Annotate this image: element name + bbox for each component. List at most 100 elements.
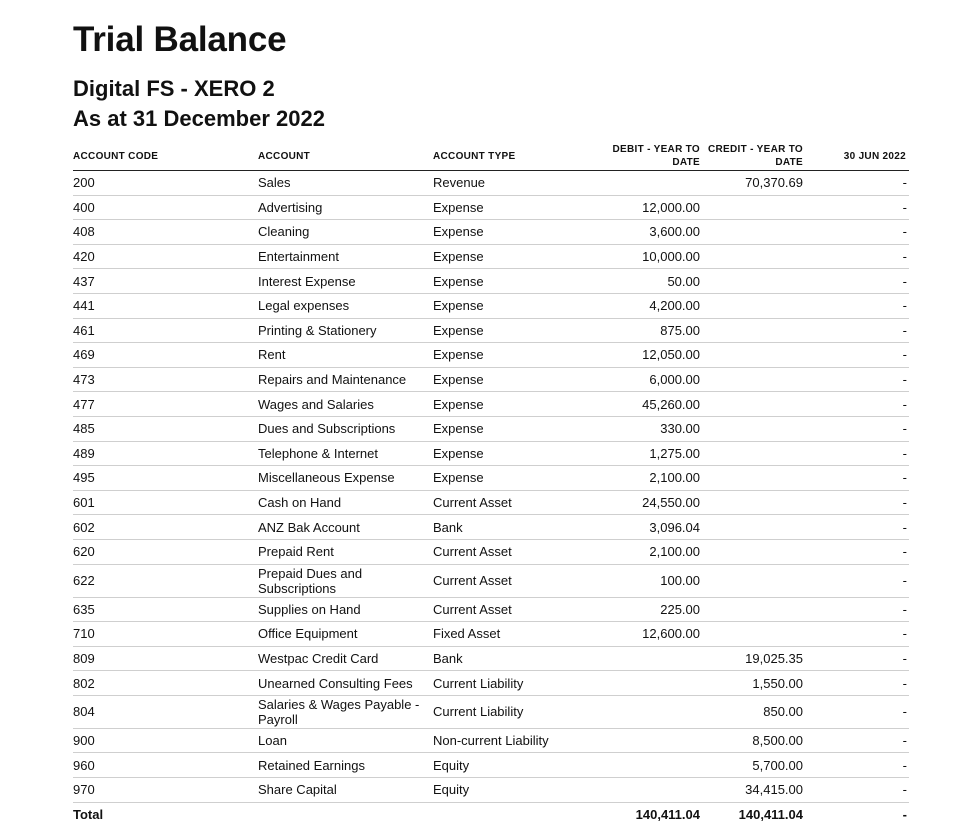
debit-cell: 875.00: [603, 318, 703, 344]
account-name-cell: Prepaid Dues and Subscriptions: [258, 564, 433, 598]
account-type-cell: Equity: [433, 752, 603, 779]
account-type-cell: Current Asset: [433, 597, 603, 623]
credit-cell: [703, 219, 806, 245]
account-type-cell: Expense: [433, 416, 603, 442]
account-type-cell: Expense: [433, 391, 603, 417]
credit-cell: [703, 391, 806, 417]
debit-cell: [603, 777, 703, 803]
table-row: 970 Share Capital Equity 34,415.00-: [73, 777, 909, 803]
prior-period-cell: -: [806, 195, 909, 221]
prior-period-cell: -: [806, 244, 909, 270]
column-header-credit: CREDIT - YEAR TO DATE: [703, 134, 806, 171]
table-row: 469 Rent Expense 12,050.00 -: [73, 342, 909, 368]
table-row: 802 Unearned Consulting Fees Current Liabi…: [73, 670, 909, 696]
table-row: 635 Supplies on Hand Current Asset 225.00 -: [73, 597, 909, 623]
debit-cell: [603, 170, 703, 196]
account-type-cell: Expense: [433, 318, 603, 344]
credit-cell: 1,550.00: [703, 670, 806, 696]
account-name-cell: Telephone & Internet: [258, 441, 433, 467]
account-code-cell: 473: [73, 367, 258, 393]
credit-cell: 34,415.00: [703, 777, 806, 803]
credit-cell: [703, 490, 806, 516]
prior-period-cell: -: [806, 342, 909, 368]
debit-cell: 6,000.00: [603, 367, 703, 393]
account-type-cell: Revenue: [433, 170, 603, 196]
account-code-cell: 601: [73, 490, 258, 516]
prior-period-cell: -: [806, 752, 909, 779]
credit-cell: 70,370.69: [703, 170, 806, 196]
debit-cell: 1,275.00: [603, 441, 703, 467]
account-code-cell: 802: [73, 670, 258, 696]
trial-balance-table: ACCOUNT CODE ACCOUNT ACCOUNT TYPE DEBIT …: [73, 134, 909, 824]
table-row: 710 Office Equipment Fixed Asset 12,600.00 -: [73, 621, 909, 647]
credit-cell: [703, 244, 806, 270]
report-title: Trial Balance: [73, 20, 287, 59]
column-header-account: ACCOUNT: [258, 134, 433, 171]
account-type-cell: Equity: [433, 777, 603, 803]
table-row: 809 Westpac Credit Card Bank 19,025.35-: [73, 646, 909, 672]
total-spacer: [433, 801, 603, 824]
account-name-cell: Salaries & Wages Payable - Payroll: [258, 695, 433, 729]
account-code-cell: 809: [73, 646, 258, 672]
account-type-cell: Current Asset: [433, 539, 603, 565]
column-header-account-type: ACCOUNT TYPE: [433, 134, 603, 171]
table-row: 489 Telephone & Internet Expense 1,275.00 -: [73, 441, 909, 467]
credit-cell: 850.00: [703, 695, 806, 729]
debit-cell: 50.00: [603, 268, 703, 294]
prior-period-cell: -: [806, 695, 909, 729]
credit-cell: [703, 416, 806, 442]
credit-cell: 5,700.00: [703, 752, 806, 779]
table-row: 601 Cash on Hand Current Asset 24,550.00 -: [73, 490, 909, 516]
prior-period-cell: -: [806, 777, 909, 803]
account-name-cell: Sales: [258, 170, 433, 196]
prior-period-cell: -: [806, 621, 909, 647]
account-code-cell: 620: [73, 539, 258, 565]
credit-cell: [703, 318, 806, 344]
credit-cell: [703, 621, 806, 647]
table-row: 900 Loan Non-current Liability 8,500.00-: [73, 728, 909, 754]
total-prior-period: -: [806, 801, 909, 824]
table-header-row: ACCOUNT CODE ACCOUNT ACCOUNT TYPE DEBIT …: [73, 134, 909, 171]
column-header-debit: DEBIT - YEAR TO DATE: [603, 134, 703, 171]
column-header-prior-period: 30 JUN 2022: [806, 134, 909, 171]
credit-cell: [703, 441, 806, 467]
table-body: 200 Sales Revenue 70,370.69-400 Advertising E…: [73, 170, 909, 803]
prior-period-cell: -: [806, 728, 909, 754]
trial-balance-report: Trial Balance Digital FS - XERO 2 As at …: [73, 18, 909, 824]
total-label: Total: [73, 801, 258, 824]
credit-cell: [703, 293, 806, 319]
table-row: 200 Sales Revenue 70,370.69-: [73, 170, 909, 196]
credit-cell: [703, 367, 806, 393]
account-name-cell: Repairs and Maintenance: [258, 367, 433, 393]
account-name-cell: Printing & Stationery: [258, 318, 433, 344]
prior-period-cell: -: [806, 318, 909, 344]
credit-cell: [703, 195, 806, 221]
account-type-cell: Expense: [433, 195, 603, 221]
total-spacer: [258, 801, 433, 824]
credit-cell: [703, 342, 806, 368]
prior-period-cell: -: [806, 490, 909, 516]
debit-cell: 2,100.00: [603, 465, 703, 491]
account-type-cell: Expense: [433, 441, 603, 467]
account-name-cell: Cleaning: [258, 219, 433, 245]
debit-cell: [603, 695, 703, 729]
prior-period-cell: -: [806, 465, 909, 491]
total-credit: 140,411.04: [703, 801, 806, 824]
account-type-cell: Expense: [433, 342, 603, 368]
prior-period-cell: -: [806, 564, 909, 598]
debit-cell: 4,200.00: [603, 293, 703, 319]
account-code-cell: 489: [73, 441, 258, 467]
account-name-cell: Legal expenses: [258, 293, 433, 319]
account-code-cell: 400: [73, 195, 258, 221]
account-code-cell: 710: [73, 621, 258, 647]
table-row: 620 Prepaid Rent Current Asset 2,100.00 -: [73, 539, 909, 565]
prior-period-cell: -: [806, 597, 909, 623]
credit-cell: [703, 539, 806, 565]
prior-period-cell: -: [806, 170, 909, 196]
account-name-cell: Cash on Hand: [258, 490, 433, 516]
account-name-cell: Dues and Subscriptions: [258, 416, 433, 442]
account-type-cell: Fixed Asset: [433, 621, 603, 647]
account-type-cell: Expense: [433, 465, 603, 491]
account-type-cell: Non-current Liability: [433, 728, 603, 754]
credit-cell: [703, 514, 806, 540]
